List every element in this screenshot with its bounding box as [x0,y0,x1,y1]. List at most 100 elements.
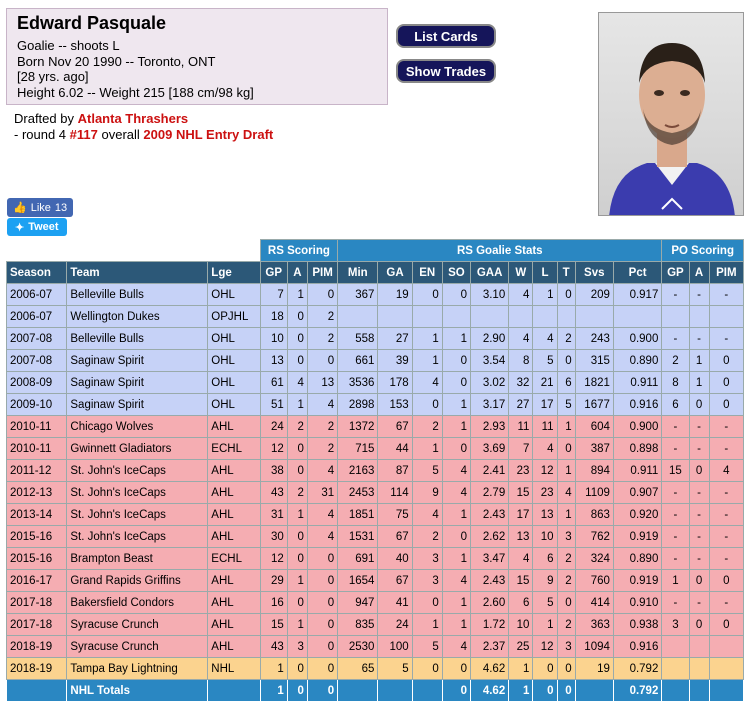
table-cell: OPJHL [207,305,261,328]
table-cell: 0 [286,459,308,482]
table-cell: 2010-11 [5,437,68,460]
table-cell: 1372 [337,415,379,438]
table-cell: 4 [532,327,558,350]
list-cards-button[interactable]: List Cards [396,24,496,48]
column-header[interactable]: Svs [574,261,614,284]
team-link[interactable]: Saginaw Spirit [66,349,209,372]
totals-cell [337,679,379,702]
table-cell: 0.911 [612,459,663,482]
draft-name-link[interactable]: 2009 NHL Entry Draft [143,127,274,142]
table-cell: - [661,283,690,306]
table-cell: 6 [532,547,558,570]
like-label: Like [30,201,51,214]
table-row: 2010-11 Chicago Wolves AHL 24 2 2 1372 67 2 1 2.93… [5,415,745,438]
column-header[interactable]: PIM [306,261,339,284]
tweet-button[interactable]: ✦ Tweet [7,218,67,236]
team-link[interactable]: Chicago Wolves [66,415,209,438]
table-cell: 0.890 [612,547,663,570]
show-trades-button[interactable]: Show Trades [396,59,496,83]
table-cell: - [688,547,710,570]
table-cell [532,305,558,328]
table-cell: 23 [532,481,558,504]
totals-cell: NHL Totals [66,679,209,702]
table-cell: 1 [441,503,472,526]
table-cell: 13 [259,349,288,372]
column-header[interactable]: A [286,261,308,284]
table-cell: 43 [259,635,288,658]
table-cell: 24 [259,415,288,438]
table-cell: 3 [661,613,690,636]
facebook-like-button[interactable]: 👍 Like 13 [7,198,74,217]
column-header[interactable]: GP [259,261,288,284]
stats-table: RS Scoring RS Goalie Stats PO Scoring Se… [5,239,745,702]
table-cell: 13 [532,503,558,526]
table-cell: 2008-09 [5,371,68,394]
table-row: 2010-11 Gwinnett Gladiators ECHL 12 0 2 715 44 1… [5,437,745,460]
table-cell: 604 [574,415,614,438]
team-link[interactable]: St. John's IceCaps [66,503,209,526]
team-link[interactable]: Bakersfield Condors [66,591,209,614]
team-link[interactable]: Syracuse Crunch [66,635,209,658]
table-cell: 0 [286,657,308,680]
table-cell: 15 [508,569,534,592]
team-link[interactable]: Wellington Dukes [66,305,209,328]
table-row: 2017-18 Bakersfield Condors AHL 16 0 0 947 41 0 1… [5,591,745,614]
team-link[interactable]: Tampa Bay Lightning [66,657,209,680]
table-cell: 4 [306,525,339,548]
table-cell: ECHL [207,547,261,570]
table-row: 2017-18 Syracuse Crunch AHL 15 1 0 835 24 1 1 1.72… [5,613,745,636]
team-link[interactable]: Saginaw Spirit [66,371,209,394]
table-cell: 0 [556,283,576,306]
draft-pick[interactable]: #117 [69,127,98,142]
table-cell: 1 [661,569,690,592]
team-link[interactable]: Saginaw Spirit [66,393,209,416]
totals-cell [207,679,261,702]
team-link[interactable]: Grand Rapids Griffins [66,569,209,592]
table-cell: 8 [661,371,690,394]
table-cell: 1 [441,547,472,570]
column-header[interactable]: EN [411,261,443,284]
table-cell [508,305,534,328]
column-header[interactable]: Lge [207,261,261,284]
column-header[interactable]: Team [66,261,209,284]
team-link[interactable]: St. John's IceCaps [66,459,209,482]
table-cell [556,305,576,328]
team-link[interactable]: Syracuse Crunch [66,613,209,636]
column-header[interactable]: L [532,261,558,284]
table-cell: 67 [377,525,413,548]
table-cell: 21 [532,371,558,394]
column-header[interactable]: Min [337,261,379,284]
table-cell: - [688,415,710,438]
column-header[interactable]: GA [377,261,413,284]
column-header[interactable]: Season [5,261,68,284]
table-cell [377,305,413,328]
team-link[interactable]: St. John's IceCaps [66,525,209,548]
table-row: 2018-19 Tampa Bay Lightning NHL 1 0 0 65 5 0 0 4.6… [5,657,745,680]
table-cell: 0 [306,569,339,592]
table-cell: 65 [337,657,379,680]
table-cell: 67 [377,415,413,438]
column-header[interactable]: GAA [469,261,510,284]
draft-team-link[interactable]: Atlanta Thrashers [77,111,189,126]
table-cell: 19 [574,657,614,680]
team-link[interactable]: Brampton Beast [66,547,209,570]
column-header[interactable]: SO [441,261,472,284]
table-cell: 3536 [337,371,379,394]
team-link[interactable]: Belleville Bulls [66,283,209,306]
column-header[interactable]: Pct [612,261,663,284]
table-cell: - [688,503,710,526]
table-cell: - [661,437,690,460]
team-link[interactable]: Gwinnett Gladiators [66,437,209,460]
column-header[interactable]: A [688,261,710,284]
table-cell: 1821 [574,371,614,394]
table-cell: 27 [508,393,534,416]
table-cell: - [708,437,745,460]
column-header[interactable]: T [556,261,576,284]
table-cell: OHL [207,349,261,372]
column-header[interactable]: PIM [708,261,745,284]
team-link[interactable]: Belleville Bulls [66,327,209,350]
column-header[interactable]: GP [661,261,690,284]
table-cell: 2 [286,415,308,438]
column-header[interactable]: W [508,261,534,284]
team-link[interactable]: St. John's IceCaps [66,481,209,504]
